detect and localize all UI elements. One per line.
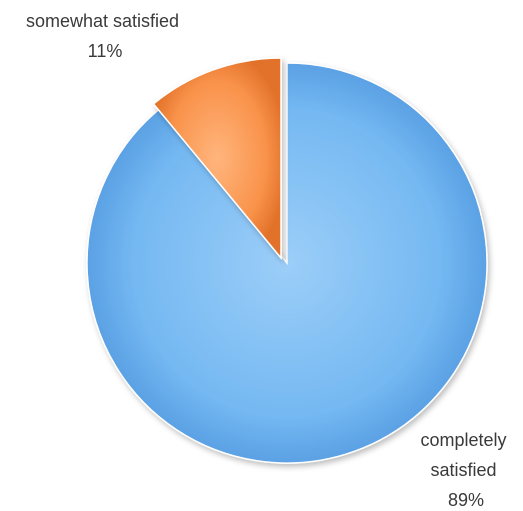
slice-category-somewhat-satisfied: somewhat satisfied (26, 11, 179, 31)
slice-percent-somewhat-satisfied: 11% (88, 41, 123, 61)
slice-label-somewhat-satisfied: somewhat satisfied 11% (26, 11, 184, 61)
slice-label-completely-satisfied: completely satisfied 89% (420, 430, 511, 510)
pie-slices (86, 57, 488, 464)
slice-category-completely-satisfied-line1: completely (420, 430, 506, 450)
slice-category-completely-satisfied-line2: satisfied (430, 460, 496, 480)
slice-somewhat-satisfied (152, 57, 282, 261)
slice-percent-completely-satisfied: 89% (448, 490, 484, 510)
slice-completely-satisfied (86, 62, 488, 464)
pie-labels: somewhat satisfied 11% completely satisf… (26, 11, 511, 510)
